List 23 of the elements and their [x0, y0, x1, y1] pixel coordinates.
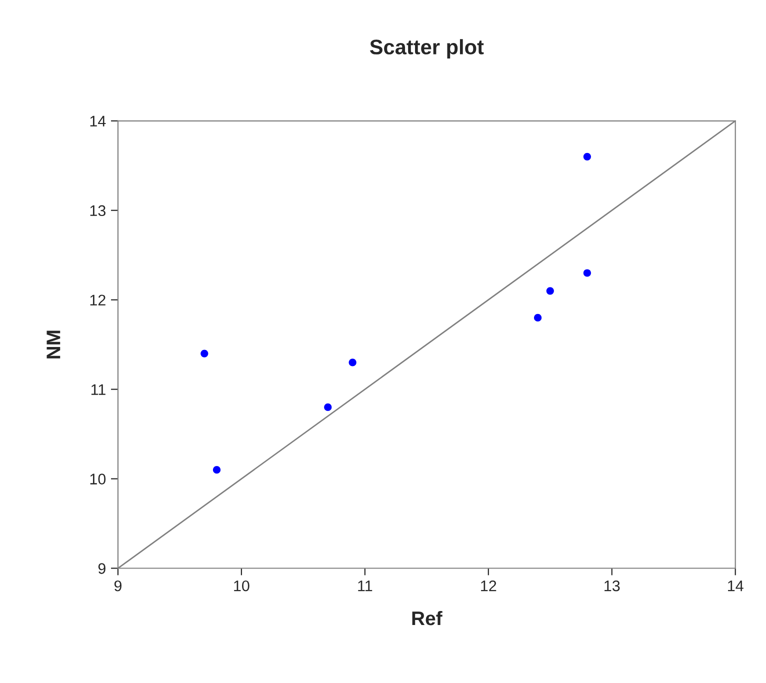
point	[212, 466, 221, 474]
point	[324, 403, 332, 412]
point	[583, 269, 591, 277]
y-tick-label: 14	[90, 116, 106, 126]
y-tick-label: 13	[90, 205, 106, 216]
x-tick-label: 10	[234, 580, 250, 592]
y-tick-label: 9	[98, 563, 106, 574]
chart-title: Scatter plot	[370, 39, 484, 59]
x-tick-label: 9	[114, 580, 122, 592]
y-tick-label: 12	[90, 294, 106, 306]
point	[534, 314, 542, 322]
y-tick-label: 10	[90, 474, 106, 484]
point	[583, 152, 591, 160]
y-axis-title: NM	[46, 330, 60, 358]
y-tick-label: 11	[91, 384, 106, 395]
x-tick-label: 13	[604, 580, 620, 592]
x-axis-title: Ref	[412, 610, 442, 626]
point	[348, 358, 356, 366]
x-tick-label: 14	[728, 580, 744, 592]
point	[546, 287, 554, 295]
point	[200, 350, 208, 358]
x-tick-label: 12	[481, 580, 496, 592]
x-tick-label: 11	[358, 580, 372, 592]
